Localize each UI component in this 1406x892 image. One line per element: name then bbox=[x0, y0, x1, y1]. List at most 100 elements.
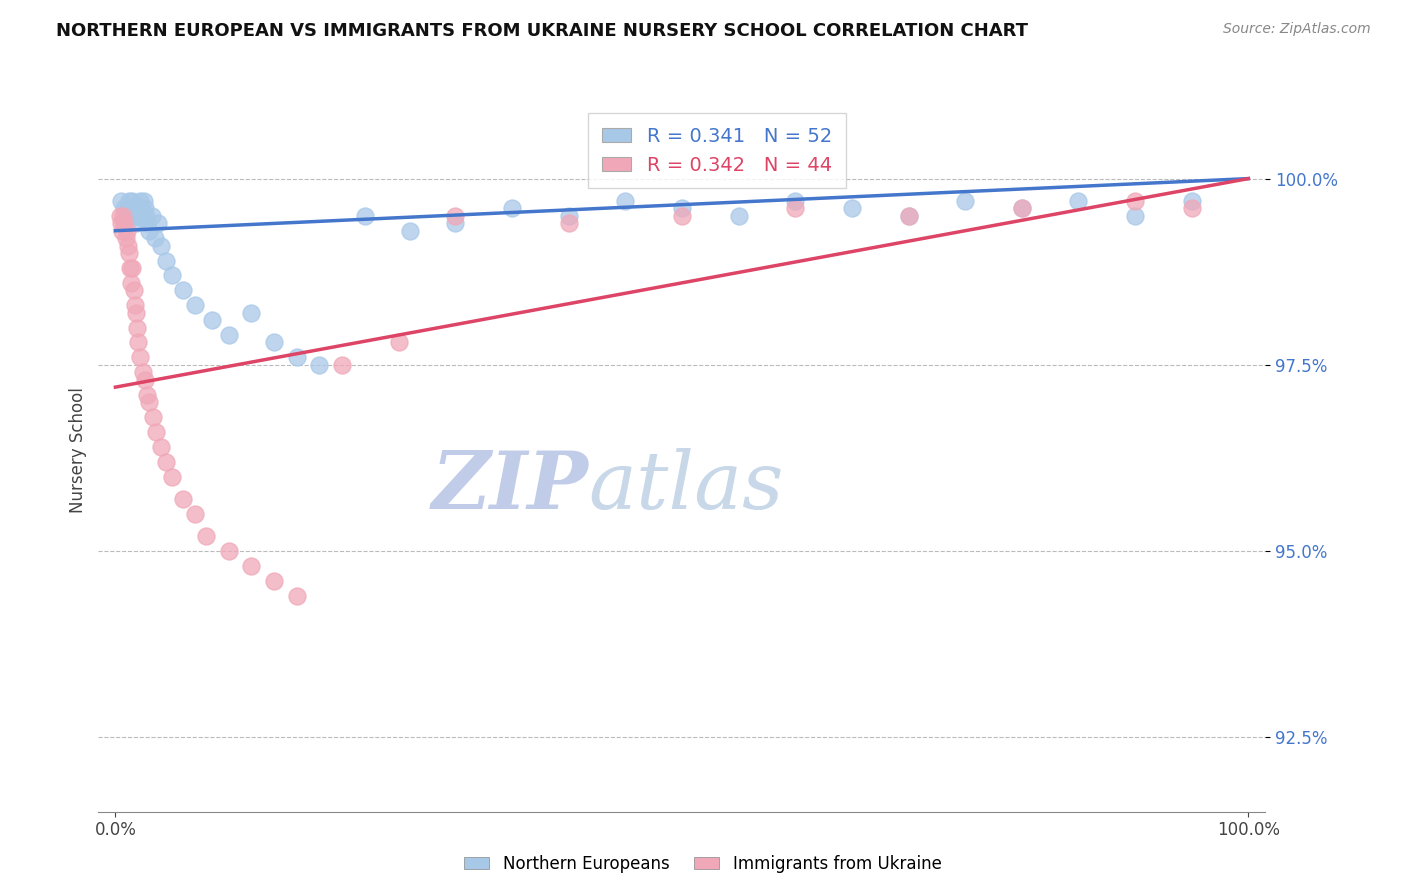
Y-axis label: Nursery School: Nursery School bbox=[69, 387, 87, 514]
Point bbox=[121, 260, 143, 275]
Point bbox=[115, 224, 138, 238]
Point bbox=[160, 469, 183, 483]
Point bbox=[1181, 202, 1204, 216]
Point bbox=[557, 216, 579, 230]
Point bbox=[557, 209, 579, 223]
Point bbox=[122, 283, 145, 297]
Point bbox=[118, 246, 141, 260]
Point bbox=[120, 209, 142, 223]
Point bbox=[353, 209, 375, 223]
Point bbox=[240, 558, 263, 573]
Point bbox=[501, 202, 523, 216]
Point bbox=[117, 202, 139, 216]
Point bbox=[125, 320, 148, 334]
Point bbox=[218, 544, 240, 558]
Point bbox=[112, 209, 135, 223]
Point bbox=[1123, 209, 1146, 223]
Point bbox=[149, 238, 172, 252]
Point bbox=[785, 202, 807, 216]
Point bbox=[110, 194, 132, 208]
Point bbox=[125, 306, 148, 320]
Point bbox=[183, 298, 205, 312]
Point bbox=[127, 202, 149, 216]
Point bbox=[134, 373, 156, 387]
Point bbox=[143, 231, 166, 245]
Point bbox=[1011, 202, 1033, 216]
Point bbox=[172, 491, 194, 506]
Point bbox=[141, 209, 163, 223]
Point bbox=[172, 283, 194, 297]
Point bbox=[444, 216, 467, 230]
Point bbox=[1123, 194, 1146, 208]
Point bbox=[134, 202, 156, 216]
Point bbox=[727, 209, 749, 223]
Point bbox=[118, 194, 141, 208]
Point bbox=[155, 455, 177, 469]
Point bbox=[444, 209, 467, 223]
Point bbox=[121, 194, 143, 208]
Point bbox=[160, 268, 183, 283]
Point bbox=[124, 202, 146, 216]
Point bbox=[110, 216, 132, 230]
Text: Source: ZipAtlas.com: Source: ZipAtlas.com bbox=[1223, 22, 1371, 37]
Point bbox=[671, 209, 693, 223]
Point bbox=[120, 260, 142, 275]
Point bbox=[127, 335, 149, 350]
Point bbox=[330, 358, 353, 372]
Text: ZIP: ZIP bbox=[432, 448, 589, 525]
Point bbox=[285, 351, 308, 365]
Point bbox=[132, 194, 155, 208]
Point bbox=[131, 209, 153, 223]
Point bbox=[122, 209, 145, 223]
Point bbox=[1067, 194, 1090, 208]
Point bbox=[124, 298, 146, 312]
Point bbox=[1011, 202, 1033, 216]
Point bbox=[125, 216, 148, 230]
Text: NORTHERN EUROPEAN VS IMMIGRANTS FROM UKRAINE NURSERY SCHOOL CORRELATION CHART: NORTHERN EUROPEAN VS IMMIGRANTS FROM UKR… bbox=[56, 22, 1028, 40]
Point bbox=[125, 209, 148, 223]
Point bbox=[201, 313, 224, 327]
Point bbox=[131, 202, 153, 216]
Point bbox=[155, 253, 177, 268]
Point bbox=[114, 231, 136, 245]
Point bbox=[285, 589, 308, 603]
Point bbox=[128, 209, 150, 223]
Point bbox=[120, 202, 142, 216]
Point bbox=[671, 202, 693, 216]
Point bbox=[897, 209, 920, 223]
Legend: R = 0.341   N = 52, R = 0.342   N = 44: R = 0.341 N = 52, R = 0.342 N = 44 bbox=[588, 113, 845, 188]
Point bbox=[114, 216, 136, 230]
Point bbox=[841, 202, 863, 216]
Point bbox=[148, 216, 170, 230]
Point bbox=[136, 216, 159, 230]
Point bbox=[115, 209, 138, 223]
Point bbox=[129, 351, 152, 365]
Point bbox=[135, 209, 157, 223]
Point bbox=[388, 335, 411, 350]
Point bbox=[1181, 194, 1204, 208]
Point bbox=[263, 335, 285, 350]
Point bbox=[117, 238, 139, 252]
Point bbox=[129, 194, 152, 208]
Point bbox=[138, 224, 160, 238]
Point bbox=[183, 507, 205, 521]
Point bbox=[138, 395, 160, 409]
Point bbox=[218, 328, 240, 343]
Point bbox=[399, 224, 422, 238]
Point bbox=[240, 306, 263, 320]
Point bbox=[142, 409, 165, 424]
Point bbox=[953, 194, 976, 208]
Point bbox=[108, 209, 131, 223]
Legend: Northern Europeans, Immigrants from Ukraine: Northern Europeans, Immigrants from Ukra… bbox=[458, 848, 948, 880]
Point bbox=[308, 358, 330, 372]
Point bbox=[111, 224, 134, 238]
Point bbox=[114, 202, 136, 216]
Point bbox=[145, 425, 167, 439]
Point bbox=[131, 365, 153, 379]
Point bbox=[136, 387, 159, 401]
Point bbox=[897, 209, 920, 223]
Point bbox=[614, 194, 637, 208]
Text: atlas: atlas bbox=[589, 448, 785, 525]
Point bbox=[195, 529, 218, 543]
Point bbox=[120, 276, 142, 290]
